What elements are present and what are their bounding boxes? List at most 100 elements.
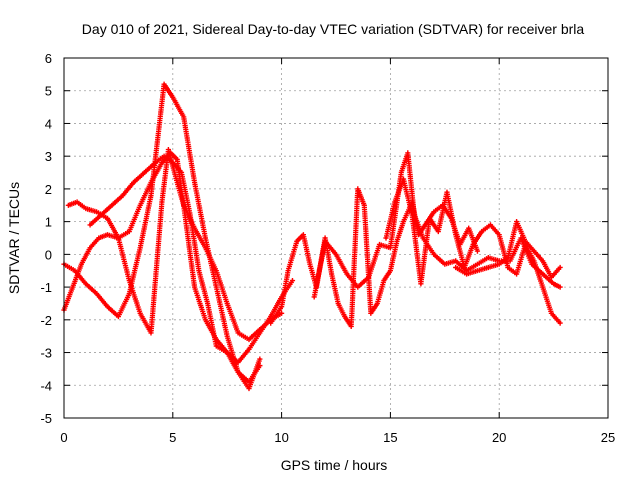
data-point	[350, 325, 353, 328]
data-point	[95, 292, 98, 295]
data-point	[454, 259, 457, 263]
data-point	[175, 181, 179, 184]
data-point	[476, 249, 479, 253]
data-point	[189, 213, 192, 217]
data-point	[247, 338, 251, 341]
data-series	[61, 81, 563, 392]
data-point	[128, 292, 131, 295]
data-point	[382, 279, 386, 282]
data-point	[476, 269, 479, 272]
data-point	[280, 305, 283, 308]
data-point	[204, 246, 207, 250]
data-point	[295, 240, 299, 243]
data-point	[143, 171, 146, 174]
data-point	[138, 204, 142, 207]
data-point	[247, 348, 251, 351]
data-point	[454, 233, 457, 236]
data-point	[106, 217, 109, 220]
data-point	[515, 220, 518, 223]
data-point	[258, 364, 262, 367]
y-tick-label: 4	[45, 116, 52, 131]
x-tick-label: 25	[601, 430, 615, 445]
data-point	[424, 223, 427, 227]
data-point	[419, 282, 423, 286]
data-point	[291, 279, 294, 282]
data-point	[175, 158, 179, 161]
y-tick-label: -4	[40, 378, 52, 393]
data-point	[88, 223, 92, 227]
axis-ticks: 0 5 10 15 20 25 -5 -4 -3 -2 -1 0 1 2 3 4 5 6	[40, 51, 615, 445]
data-point	[171, 96, 174, 99]
data-point	[389, 269, 392, 272]
series-track-4	[87, 153, 263, 385]
data-point	[302, 233, 305, 236]
data-point	[236, 331, 240, 335]
data-point	[541, 272, 544, 276]
data-point	[480, 230, 483, 233]
data-point	[106, 233, 109, 236]
data-point	[149, 194, 153, 197]
data-point	[73, 269, 77, 272]
data-point	[138, 312, 142, 315]
data-point	[506, 266, 510, 269]
data-point	[402, 220, 405, 223]
data-point	[421, 236, 425, 240]
data-point	[506, 256, 510, 259]
data-point	[471, 243, 475, 246]
data-point	[162, 82, 166, 86]
x-tick-label: 15	[383, 430, 397, 445]
y-tick-label: 3	[45, 149, 52, 164]
data-point	[395, 240, 399, 243]
data-point	[345, 272, 349, 276]
data-point	[149, 181, 153, 184]
data-point	[258, 328, 262, 331]
series-markers	[61, 81, 263, 392]
data-point	[286, 269, 290, 272]
data-point	[160, 200, 164, 204]
data-point	[334, 253, 338, 256]
data-point	[467, 226, 470, 230]
y-tick-label: -2	[40, 313, 52, 328]
data-point	[541, 259, 544, 263]
data-point	[428, 217, 431, 220]
data-point	[445, 190, 449, 194]
data-point	[498, 262, 501, 266]
data-point	[128, 279, 131, 282]
data-point	[184, 220, 188, 223]
data-point	[369, 312, 373, 315]
data-point	[215, 344, 218, 348]
data-point	[154, 161, 157, 164]
data-point	[197, 269, 201, 272]
data-point	[376, 302, 379, 305]
data-point	[215, 285, 218, 289]
data-point	[487, 256, 490, 259]
data-point	[149, 331, 153, 335]
data-point	[400, 171, 403, 174]
series-markers	[87, 153, 263, 385]
data-point	[99, 213, 103, 217]
data-point	[128, 230, 131, 233]
data-point	[330, 272, 333, 276]
data-point	[160, 161, 164, 164]
y-tick-label: 5	[45, 84, 52, 99]
data-point	[454, 266, 457, 269]
grid	[64, 58, 608, 418]
data-point	[550, 312, 553, 315]
data-point	[323, 240, 327, 243]
data-point	[356, 187, 359, 191]
data-point	[465, 269, 468, 272]
data-point	[117, 315, 120, 318]
data-point	[226, 351, 229, 354]
data-point	[84, 282, 87, 286]
y-tick-label: 1	[45, 215, 52, 230]
series-track-6	[311, 150, 563, 300]
data-point	[67, 204, 70, 207]
data-point	[182, 204, 185, 207]
data-point	[410, 213, 414, 217]
data-point	[106, 305, 109, 308]
data-point	[121, 194, 124, 197]
data-point	[476, 262, 479, 266]
data-point	[97, 236, 101, 240]
data-point	[367, 276, 370, 279]
data-point	[363, 204, 366, 207]
